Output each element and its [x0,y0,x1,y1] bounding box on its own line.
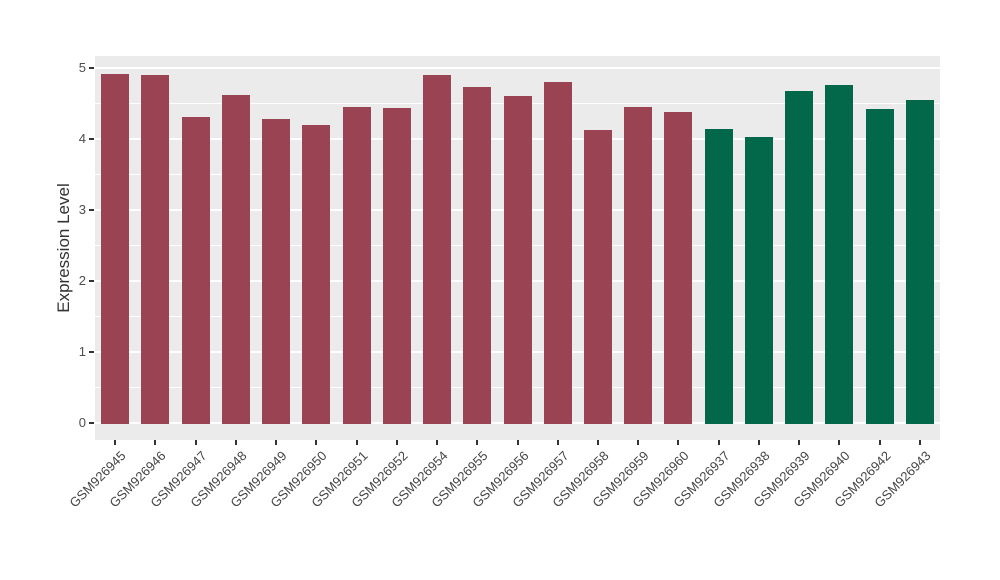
x-tick-mark [395,440,398,445]
bar-GSM926940 [825,84,854,425]
bar-GSM926943 [905,99,934,425]
x-tick-mark [798,440,801,445]
y-tick-mark [89,138,94,141]
bar-GSM926947 [181,117,210,425]
y-tick-label-2: 2 [78,273,86,289]
bar-GSM926956 [503,95,532,425]
y-tick-label-3: 3 [78,202,86,218]
bar-GSM926957 [543,81,572,425]
x-tick-mark [114,440,117,445]
y-tick-mark [89,67,94,70]
y-tick-label-5: 5 [78,60,86,76]
plot-panel [95,56,940,440]
x-tick-mark [677,440,680,445]
x-tick-mark [234,440,237,445]
x-tick-mark [838,440,841,445]
x-tick-mark [315,440,318,445]
bar-GSM926952 [382,108,411,425]
bar-GSM926955 [463,86,492,425]
x-tick-mark [637,440,640,445]
x-tick-mark [596,440,599,445]
y-tick-mark [89,209,94,212]
bar-GSM926951 [342,107,371,425]
y-tick-label-0: 0 [78,415,86,431]
bar-GSM926954 [423,75,452,425]
bar-GSM926945 [101,73,130,425]
x-tick-mark [878,440,881,445]
bar-GSM926938 [744,137,773,425]
bar-GSM926950 [302,125,331,425]
x-tick-mark [194,440,197,445]
bar-GSM926937 [704,129,733,425]
bar-GSM926960 [664,111,693,425]
y-tick-mark [89,280,94,283]
bar-GSM926948 [221,94,250,425]
x-tick-mark [516,440,519,445]
x-tick-mark [717,440,720,445]
x-tick-mark [476,440,479,445]
y-tick-label-4: 4 [78,131,86,147]
x-tick-mark [436,440,439,445]
x-tick-mark [556,440,559,445]
bar-GSM926949 [262,118,291,425]
x-tick-mark [275,440,278,445]
y-tick-label-1: 1 [78,344,86,360]
x-tick-mark [757,440,760,445]
bar-GSM926946 [141,74,170,425]
bar-GSM926942 [865,108,894,425]
x-tick-mark [918,440,921,445]
bar-GSM926939 [785,91,814,425]
y-tick-mark [89,422,94,425]
x-tick-mark [355,440,358,445]
gridline-major [95,67,940,70]
bar-GSM926958 [583,130,612,425]
x-tick-mark [154,440,157,445]
y-tick-mark [89,351,94,354]
bar-GSM926959 [624,107,653,425]
